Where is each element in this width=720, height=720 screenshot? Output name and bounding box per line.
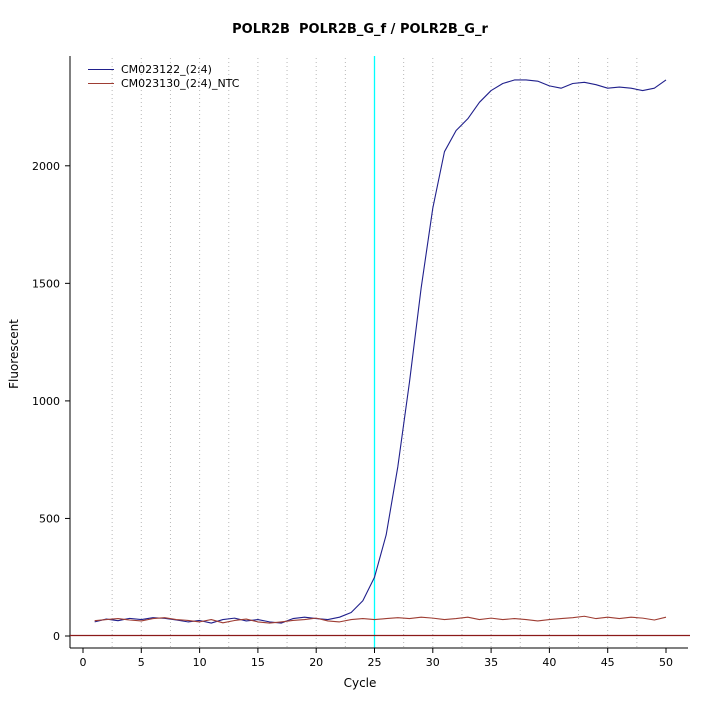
x-tick-label: 5: [138, 656, 145, 669]
x-tick-label: 25: [368, 656, 382, 669]
y-tick-label: 2000: [32, 160, 60, 173]
series-line-sample-2: [88, 82, 114, 84]
series-line-sample-1: [88, 68, 114, 70]
series-line-2: [94, 615, 667, 624]
x-tick-label: 0: [80, 656, 87, 669]
legend-label-2: CM023130_(2:4)_NTC: [121, 76, 240, 90]
x-tick-label: 45: [601, 656, 615, 669]
x-tick-label: 40: [542, 656, 556, 669]
legend-item: CM023130_(2:4)_NTC: [88, 76, 239, 90]
chart-title: POLR2B POLR2B_G_f / POLR2B_G_r: [232, 22, 488, 37]
legend: CM023122_(2:4) CM023130_(2:4)_NTC: [88, 62, 239, 90]
y-tick-label: 500: [39, 512, 60, 525]
x-tick-label: 30: [426, 656, 440, 669]
y-tick-label: 1000: [32, 395, 60, 408]
y-tick-label: 1500: [32, 277, 60, 290]
legend-item: CM023122_(2:4): [88, 62, 239, 76]
x-axis-label: Cycle: [343, 676, 377, 690]
series-line-1: [94, 79, 667, 624]
x-tick-label: 15: [251, 656, 265, 669]
x-tick-label: 10: [193, 656, 207, 669]
y-tick-label: 0: [53, 630, 60, 643]
legend-label-1: CM023122_(2:4): [121, 62, 212, 76]
x-tick-label: 20: [309, 656, 323, 669]
x-tick-label: 35: [484, 656, 498, 669]
x-tick-label: 50: [659, 656, 673, 669]
